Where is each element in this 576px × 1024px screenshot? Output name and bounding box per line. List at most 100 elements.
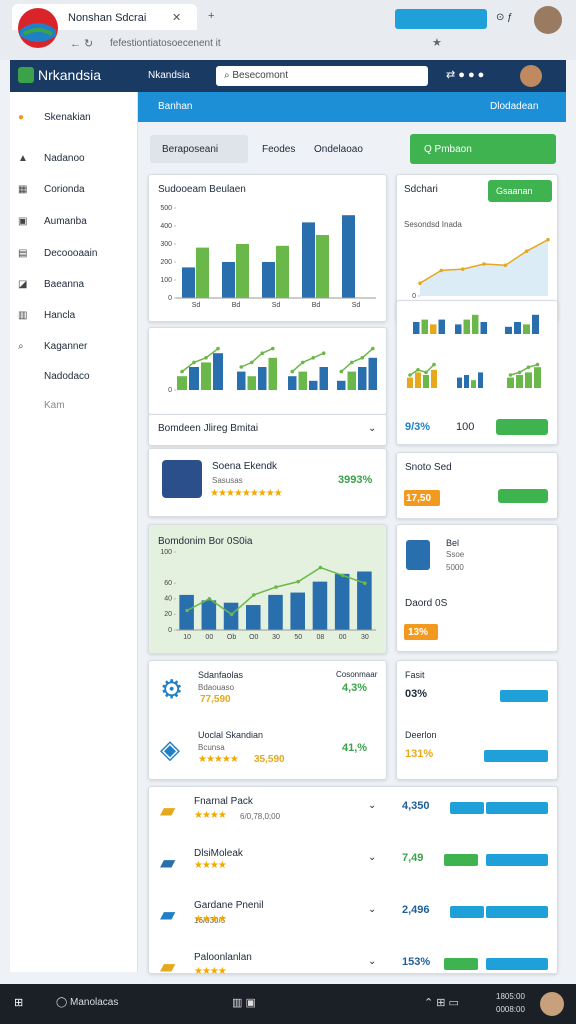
list-button[interactable] <box>450 802 484 814</box>
stat-value: 77,590 <box>200 694 231 705</box>
sidebar-item[interactable]: Corionda <box>44 184 85 195</box>
taskbar-app[interactable]: ◯ Manolacas <box>56 997 119 1008</box>
bar <box>237 371 246 390</box>
tray-avatar[interactable] <box>540 992 564 1016</box>
action-button[interactable] <box>410 134 556 164</box>
tab-button[interactable] <box>395 9 487 29</box>
mini-chart <box>507 362 541 388</box>
line <box>181 348 219 373</box>
rating: ★★★★ <box>194 966 227 977</box>
bar <box>236 244 249 298</box>
list-button[interactable] <box>486 906 548 918</box>
line-point <box>340 573 345 578</box>
sidebar-item[interactable]: Nadodaco <box>44 371 90 382</box>
nav-buttons[interactable]: ← ↻ <box>70 38 94 50</box>
header-icons[interactable]: ⇄ ● ● ● <box>446 69 485 81</box>
sidebar-item[interactable]: Skenakian <box>44 112 91 123</box>
bar <box>415 372 421 388</box>
sidebar-item[interactable]: Kam <box>44 400 65 411</box>
mini-chart <box>288 351 328 390</box>
chevron[interactable]: ⌄ <box>368 423 377 434</box>
x-tick-label: Bd <box>232 302 241 309</box>
tray-icons[interactable]: ⌃ ⊞ ▭ <box>424 997 459 1009</box>
line-point <box>192 360 196 365</box>
chevron[interactable]: ⌄ <box>368 800 377 811</box>
action-button-text: Q Pmbaon <box>424 144 472 155</box>
sidebar-icon: ▲ <box>18 153 28 164</box>
x-tick-label: Sd <box>192 302 201 309</box>
bar <box>423 375 429 388</box>
bar <box>358 367 367 390</box>
chevron[interactable]: ⌄ <box>368 956 377 967</box>
user-avatar[interactable] <box>520 65 542 87</box>
chevron[interactable]: ⌄ <box>368 852 377 863</box>
line-point <box>290 369 295 374</box>
badge <box>404 490 440 506</box>
line-point <box>185 608 189 613</box>
sidebar-item[interactable]: Aumanba <box>44 216 87 227</box>
url[interactable]: fefestiontiatosoecenent it <box>110 38 221 49</box>
subnav-right[interactable]: Dlodadean <box>490 101 539 112</box>
filter-tab[interactable]: Feodes <box>262 144 296 155</box>
stat-sub: Bdaouaso <box>198 683 235 692</box>
stat-button[interactable] <box>500 690 548 702</box>
list-value: 4,350 <box>402 800 430 812</box>
card <box>148 660 387 780</box>
chevron[interactable]: ⌄ <box>368 904 377 915</box>
list-button[interactable] <box>450 906 484 918</box>
subnav-left[interactable]: Banhan <box>158 101 193 112</box>
start-button[interactable]: ⊞ <box>14 997 24 1009</box>
list-button[interactable] <box>444 854 478 866</box>
x-tick-label: 00 <box>339 634 347 641</box>
bar <box>222 262 235 298</box>
menu-icon[interactable]: ⊙ ƒ <box>496 12 513 23</box>
filter-tab[interactable]: Ondelaoao <box>314 144 363 155</box>
stat-button[interactable] <box>498 489 548 503</box>
line-point <box>503 263 508 268</box>
sidebar-item[interactable]: Baeanna <box>44 279 85 290</box>
clock-date: 0008:00 <box>496 1005 525 1014</box>
list-button[interactable] <box>486 854 548 866</box>
list-button[interactable] <box>486 802 548 814</box>
taskbar-icons[interactable]: ▥ ▣ <box>232 997 256 1009</box>
bar <box>431 369 437 388</box>
search-box[interactable] <box>216 66 428 86</box>
app-logo <box>18 67 34 83</box>
line-point <box>535 362 540 367</box>
y-tick-label: 40 <box>164 596 172 603</box>
stat-button[interactable] <box>484 750 548 762</box>
list-button[interactable] <box>486 958 548 970</box>
stat-icon: ◈ <box>160 734 180 764</box>
bar <box>525 372 532 388</box>
card-button[interactable] <box>488 180 552 202</box>
select[interactable] <box>150 135 248 163</box>
stat-label: Cosonmaar <box>336 670 378 679</box>
sidebar-item[interactable]: Decoooaain <box>44 248 98 259</box>
profile-avatar[interactable] <box>534 6 562 34</box>
x-tick-label: Bd <box>312 302 321 309</box>
rating: ★★★★★★★★★ <box>210 488 283 499</box>
sidebar-item[interactable]: Kaganner <box>44 341 88 352</box>
bar <box>505 326 512 334</box>
bar <box>319 367 328 390</box>
line <box>340 348 374 373</box>
card-title: Bomdonim Bor 0S0ia <box>158 536 253 547</box>
card-title: Sudooeam Beulaen <box>158 184 246 195</box>
sidebar-item[interactable]: Hancla <box>44 310 76 321</box>
bar <box>368 357 377 390</box>
stat-button[interactable] <box>496 419 548 435</box>
item-name: Snoto Sed <box>405 462 452 473</box>
sidebar-item[interactable]: Nadanoo <box>44 153 85 164</box>
rating: ★★★★ <box>194 860 227 871</box>
bookmark-star[interactable]: ★ <box>432 37 442 49</box>
stat: 100 <box>456 421 475 433</box>
tab-close[interactable]: ✕ <box>172 12 182 24</box>
x-tick-label: 30 <box>361 634 369 641</box>
x-tick-label: 50 <box>294 634 302 641</box>
new-tab[interactable]: + <box>208 10 215 22</box>
line-point <box>508 373 513 377</box>
list-name: Fnarnal Pack <box>194 796 253 807</box>
line-point <box>180 369 184 374</box>
list-button[interactable] <box>444 958 478 970</box>
bar <box>532 314 539 334</box>
